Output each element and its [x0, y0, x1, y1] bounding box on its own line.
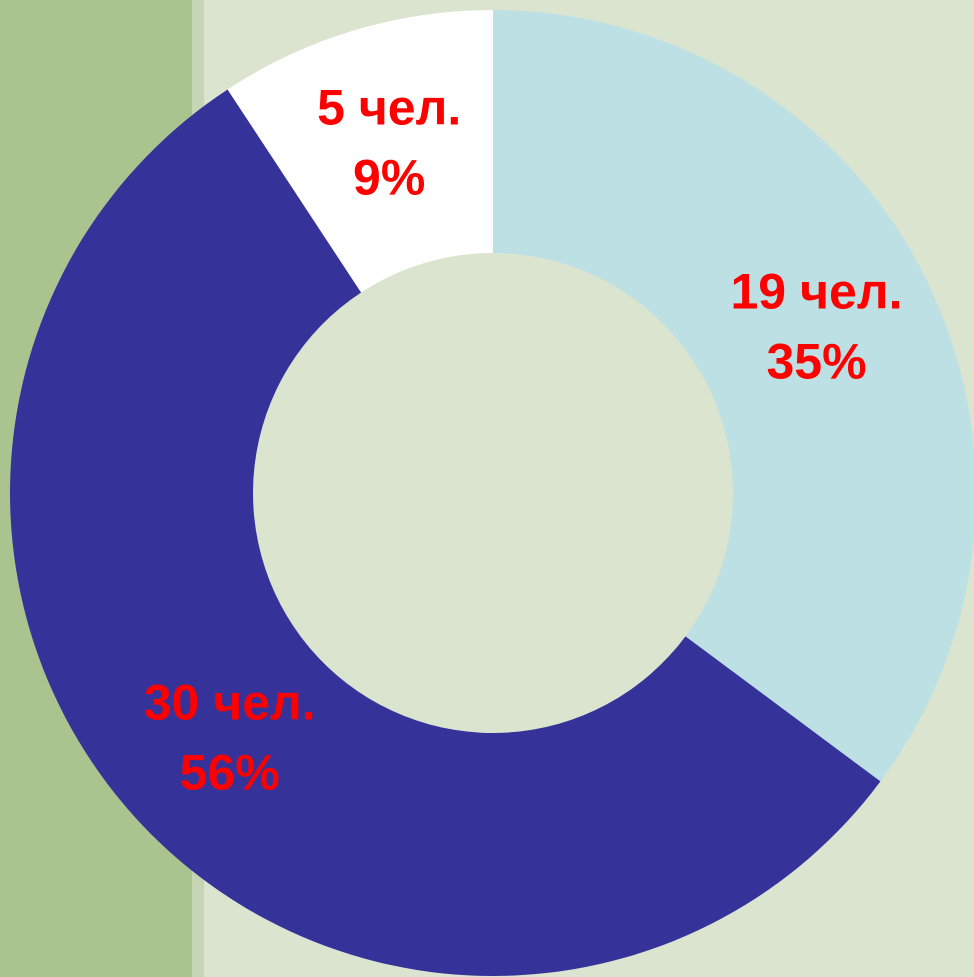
value-label: 30 чел.: [144, 675, 316, 731]
percent-label: 56%: [180, 745, 280, 801]
percent-label: 9%: [353, 149, 425, 205]
slice: [10, 89, 881, 976]
slice: [227, 10, 493, 293]
percent-label: 35%: [766, 334, 866, 390]
value-label: 5 чел.: [317, 79, 461, 135]
value-label: 19 чел.: [730, 264, 902, 320]
slice: [493, 10, 974, 782]
